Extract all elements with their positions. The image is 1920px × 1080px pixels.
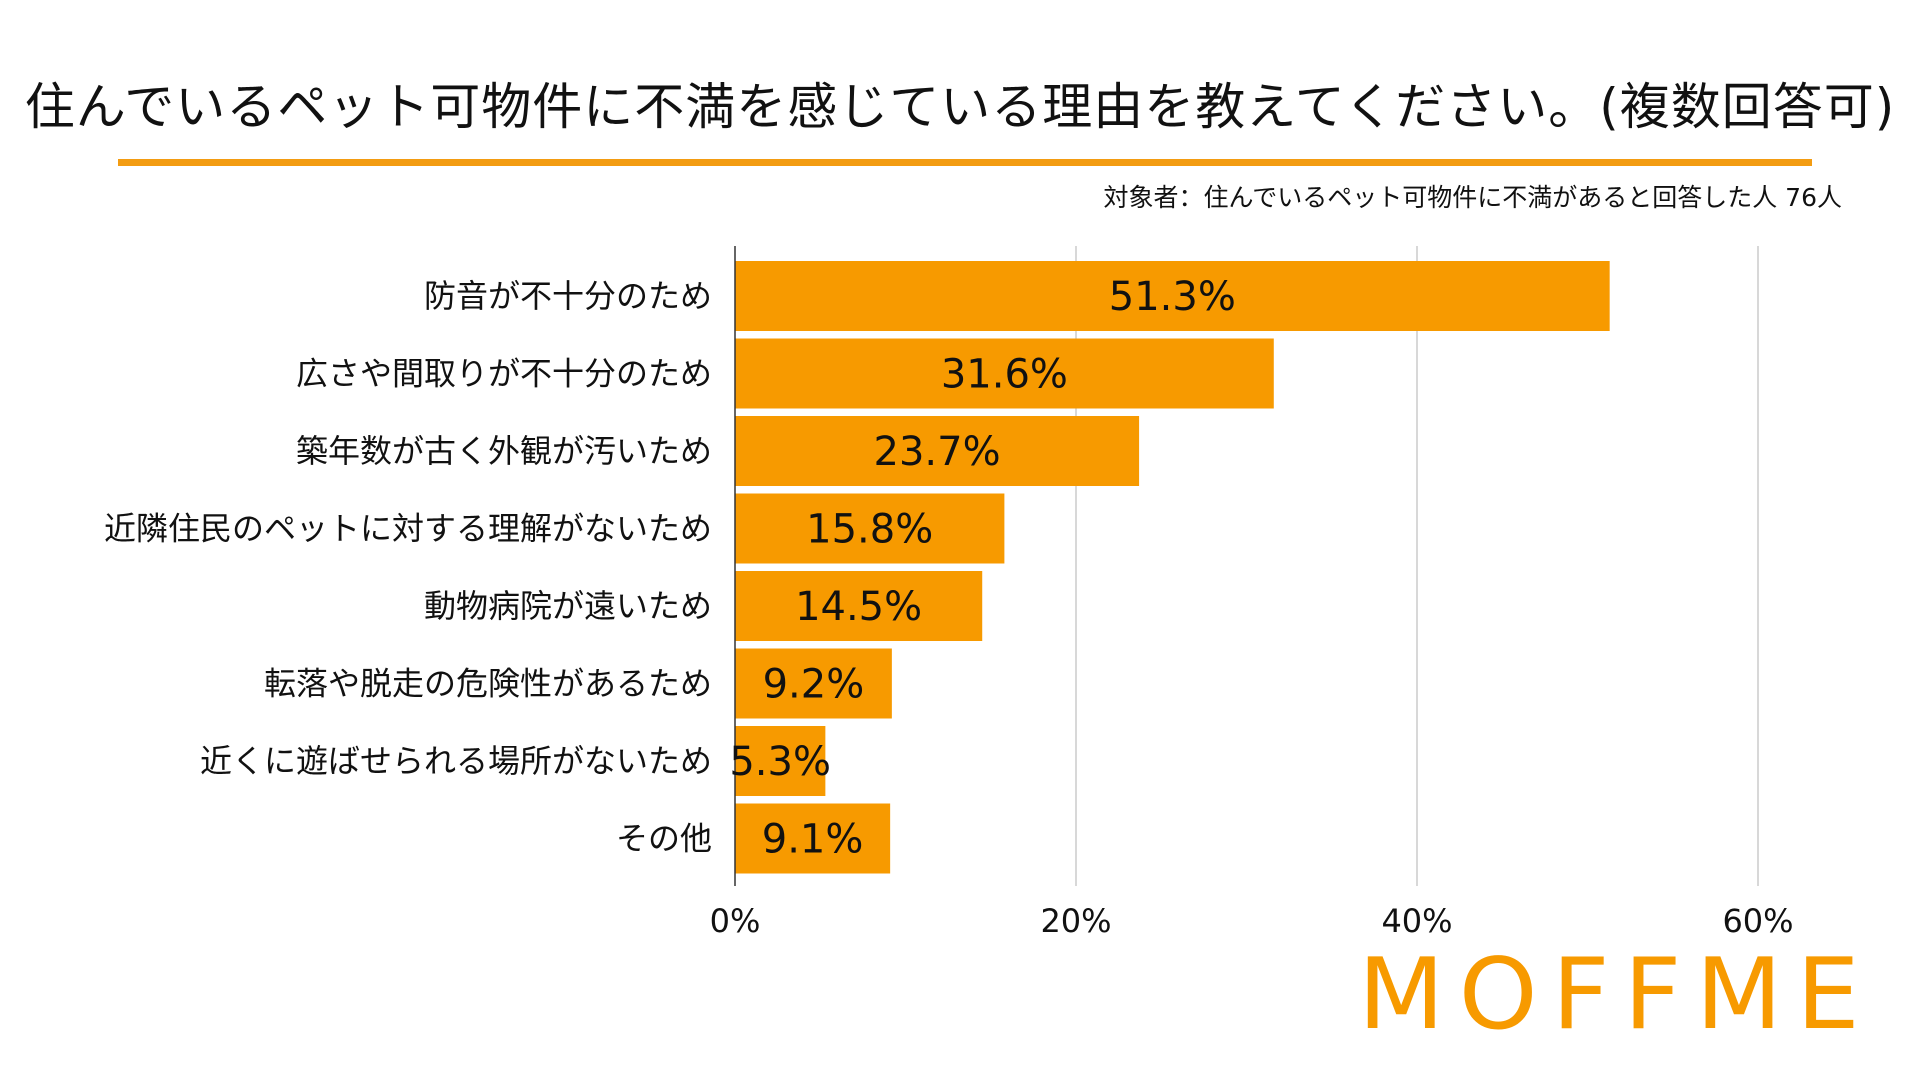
x-tick-label: 20%	[1040, 902, 1111, 940]
bar	[735, 571, 983, 641]
chart-subtitle: 対象者：住んでいるペット可物件に不満があると回答した人 76人	[1103, 183, 1842, 212]
logo-text: MOFFME	[1358, 948, 1874, 1038]
data-label: 5.3%	[729, 739, 831, 785]
data-labels: 51.3% 31.6% 23.7% 15.8% 14.5% 9.2% 5.3% 9.1%	[729, 274, 1236, 863]
bar	[735, 261, 1610, 331]
x-tick-labels: 0% 20% 40% 60%	[710, 902, 1794, 940]
bar	[735, 803, 891, 874]
data-label: 23.7%	[874, 429, 1001, 475]
category-label: その他	[616, 820, 712, 858]
category-label: 動物病院が遠いため	[424, 587, 712, 625]
chart-title: 住んでいるペット可物件に不満を感じている理由を教えてください。(複数回答可)	[24, 78, 1896, 136]
category-labels: 防音が不十分のため広さや間取りが不十分のため築年数が古く外観が汚いため近隣住民の…	[104, 277, 712, 858]
data-label: 31.6%	[941, 352, 1068, 398]
category-label: 防音が不十分のため	[424, 277, 712, 315]
x-tick-label: 60%	[1722, 902, 1793, 940]
bar	[735, 648, 892, 719]
category-label: 築年数が古く外観が汚いため	[296, 432, 712, 470]
title-underline	[118, 159, 1812, 166]
category-label: 転落や脱走の危険性があるため	[264, 665, 712, 703]
moffme-logo: MOFFME	[1358, 948, 1874, 1038]
x-tick-label: 40%	[1381, 902, 1452, 940]
bar	[735, 726, 826, 796]
x-tick-label: 0%	[710, 902, 761, 940]
category-label: 近隣住民のペットに対する理解がないため	[104, 510, 712, 548]
data-label: 51.3%	[1109, 274, 1236, 320]
bars	[735, 261, 1610, 874]
data-label: 15.8%	[806, 507, 933, 553]
bar	[735, 338, 1274, 409]
bar	[735, 493, 1005, 564]
bar	[735, 416, 1140, 486]
data-label: 9.2%	[763, 662, 865, 708]
data-label: 14.5%	[795, 584, 922, 630]
category-label: 近くに遊ばせられる場所がないため	[200, 742, 712, 780]
category-label: 広さや間取りが不十分のため	[296, 355, 712, 393]
data-label: 9.1%	[762, 817, 864, 863]
